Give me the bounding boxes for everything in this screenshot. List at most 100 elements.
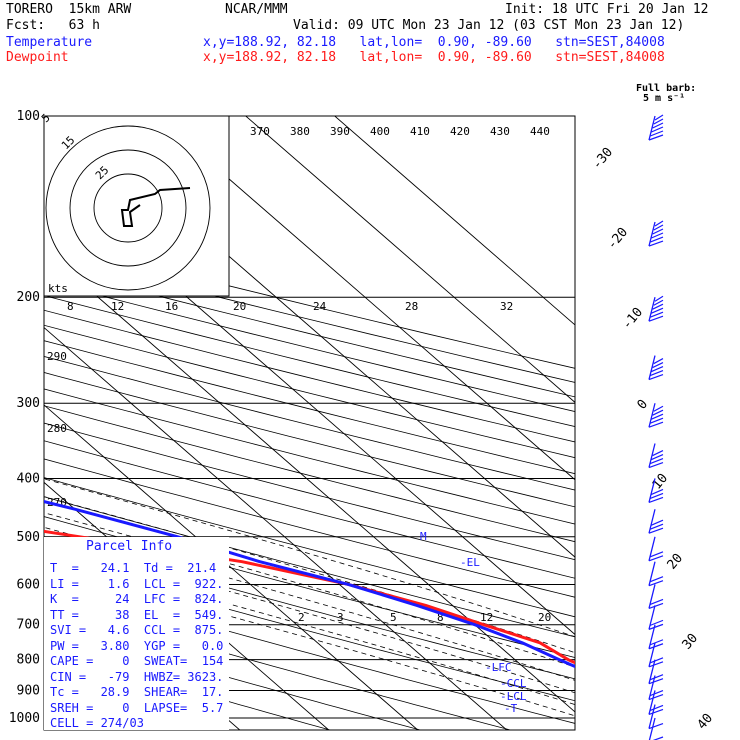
barb-flag — [648, 693, 664, 701]
moist-adiabat — [44, 512, 575, 668]
hodograph-axis-label: 20 — [233, 300, 246, 313]
init-time: Init: 18 UTC Fri 20 Jan 12 — [505, 2, 709, 17]
theta-label: 280 — [47, 422, 67, 435]
pressure-label: 1000 — [9, 711, 40, 726]
barb-shaft — [648, 675, 656, 700]
parcel-info-row: LI = 1.6 LCL = 922. — [50, 576, 224, 591]
wind-barb — [648, 690, 664, 716]
barb-flag — [649, 370, 664, 377]
profile-lines — [44, 500, 575, 669]
dry-adiabat — [44, 324, 575, 459]
hodograph-ring — [93, 173, 163, 243]
barb-flag — [649, 704, 664, 712]
wind-barb — [648, 355, 664, 381]
isotherm-line — [245, 116, 575, 403]
marker-label: M — [420, 530, 427, 543]
theta-e-label: 400 — [370, 125, 390, 138]
pressure-label: 300 — [17, 396, 40, 411]
barb-flag — [648, 496, 664, 504]
barb-flag — [651, 413, 664, 420]
barb-flag — [649, 492, 664, 499]
barb-flag — [648, 580, 664, 587]
wind-barbs — [648, 114, 664, 740]
barb-flag — [649, 236, 664, 243]
barb-shaft — [648, 443, 656, 468]
full-barb-label: Full barb: — [636, 83, 697, 94]
moist-adiabat — [44, 478, 575, 638]
theta-e-label: 390 — [330, 125, 350, 138]
barb-shaft — [648, 624, 656, 649]
parcel-info-row: TT = 38 EL = 549. — [50, 607, 224, 622]
barb-flag — [652, 122, 664, 129]
dry-adiabat — [44, 266, 575, 398]
barb-flag — [651, 366, 664, 373]
barb-flag — [654, 114, 664, 121]
barb-flag — [649, 674, 664, 681]
dry-adiabat — [44, 458, 575, 598]
barb-flag — [651, 519, 664, 526]
dry-adiabat — [44, 440, 575, 579]
isotherm-label: 20 — [665, 551, 687, 573]
pressure-label: 600 — [17, 577, 40, 592]
barb-flag — [648, 723, 664, 730]
forecast-hour: Fcst: 63 h — [6, 18, 100, 33]
mixing-ratio-labels: 2 3 5 8 12 20 — [298, 611, 551, 624]
theta-label: 290 — [47, 350, 67, 363]
parcel-info-panel: Parcel Info T = 24.1 Td = 21.4 LI = 1.6 L… — [44, 537, 229, 730]
barb-shaft — [648, 642, 656, 667]
hodograph-axis-label: 8 — [67, 300, 74, 313]
barb-flag — [648, 373, 664, 381]
barb-shaft — [648, 561, 656, 586]
barb-flag — [649, 657, 664, 664]
dry-adiabat — [44, 295, 575, 427]
dry-adiabat — [44, 309, 575, 443]
mixing-ratio-label: 8 — [437, 611, 444, 624]
dry-adiabat — [44, 601, 512, 730]
mixing-ratio-label: 5 — [390, 611, 397, 624]
model-title: TORERO 15km ARW — [6, 2, 132, 17]
hodograph-axis-label: 12 — [111, 300, 124, 313]
temperature-legend-label: Temperature — [6, 35, 93, 50]
isotherm-line — [156, 116, 575, 481]
barb-shaft — [648, 659, 656, 684]
barb-shaft — [648, 584, 656, 609]
barb-flag — [651, 488, 664, 495]
hodograph-ring — [45, 125, 211, 291]
barb-flag — [648, 678, 664, 685]
marker-label: -LFC — [485, 661, 512, 674]
wind-barb — [648, 561, 664, 587]
parcel-info-row: PW = 3.80 YGP = 0.0 — [50, 638, 224, 653]
wind-barb — [648, 509, 664, 534]
barb-flag — [649, 523, 664, 530]
barb-flag — [649, 619, 664, 626]
barb-flag — [652, 362, 664, 369]
barb-flag — [653, 405, 664, 412]
isotherm-line — [334, 116, 575, 326]
barb-flag — [649, 457, 664, 465]
isotherm-label: -30 — [590, 145, 617, 173]
barb-shaft — [648, 403, 656, 428]
dewpoint-legend-label: Dewpoint — [6, 50, 69, 65]
barb-flag — [649, 551, 664, 558]
pressure-label: 900 — [17, 683, 40, 698]
pressure-label: 800 — [17, 653, 40, 668]
center-title: NCAR/MMM — [225, 2, 288, 17]
barb-flag — [651, 307, 664, 314]
barb-flag — [653, 299, 664, 306]
barb-flag — [649, 576, 664, 583]
parcel-info-title: Parcel Info — [86, 539, 173, 554]
wind-barb — [648, 220, 664, 247]
isotherm-label: -20 — [605, 225, 632, 253]
marker-label: -T — [504, 702, 518, 715]
level-markers: M -EL -LFC -CCL-LCL-T — [420, 530, 527, 715]
wind-barb — [648, 642, 664, 668]
barb-flag — [649, 311, 664, 318]
theta-e-label: 440 — [530, 125, 550, 138]
dry-adiabat — [44, 356, 575, 491]
plot-frame — [43, 115, 576, 731]
barb-flag — [653, 224, 664, 231]
wind-barb — [648, 478, 664, 504]
isotherm-label: 30 — [680, 631, 702, 653]
wind-barb — [648, 675, 664, 701]
wind-barb — [648, 584, 664, 610]
